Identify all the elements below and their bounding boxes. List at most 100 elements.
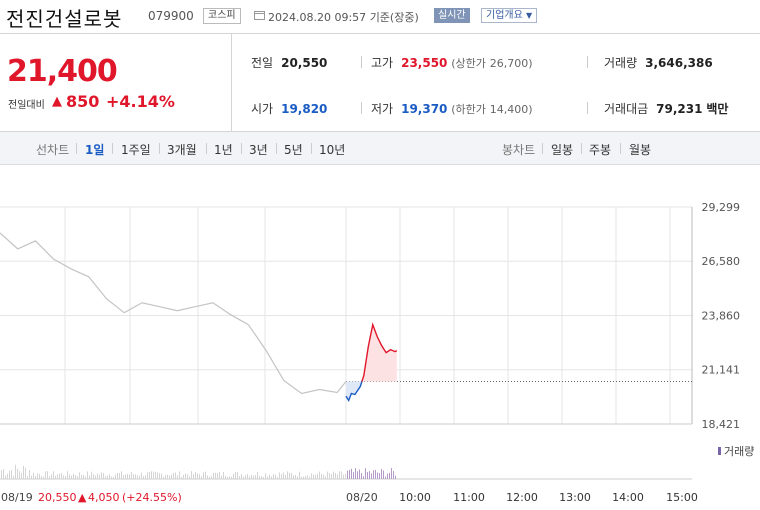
volume-bar xyxy=(337,474,338,479)
period-10y[interactable]: 10년 xyxy=(319,143,346,157)
period-1y[interactable]: 1년 xyxy=(214,143,233,157)
volume-bar xyxy=(225,475,226,479)
period-5y[interactable]: 5년 xyxy=(284,143,303,157)
today-line-down xyxy=(345,381,363,403)
change-percent: +4.14% xyxy=(106,92,175,111)
volume-bar xyxy=(101,472,102,479)
volume-bar xyxy=(45,471,46,479)
volume-bar xyxy=(387,473,388,479)
volume-bar xyxy=(199,474,200,479)
volume-bar xyxy=(315,474,316,479)
volume-bar xyxy=(1,470,2,479)
period-3y[interactable]: 3년 xyxy=(249,143,268,157)
volume-bar xyxy=(61,472,62,479)
volume-bar xyxy=(171,474,172,479)
volume-bar xyxy=(79,472,80,479)
volume-bar xyxy=(355,468,356,479)
trade-amount: 거래대금 79,231 백만 xyxy=(604,102,729,116)
volume-bar xyxy=(393,471,394,479)
volume-bar xyxy=(87,471,88,479)
volume-bar xyxy=(251,474,252,479)
x-tick-label: 10:00 xyxy=(399,491,431,504)
volume-bar xyxy=(365,468,366,479)
volume-bar xyxy=(395,475,396,479)
volume-bar xyxy=(145,475,146,479)
divider xyxy=(159,143,160,154)
volume-bar xyxy=(213,472,214,479)
volume-bar xyxy=(257,472,258,479)
volume-bar xyxy=(141,472,142,479)
y-tick-label: 29,299 xyxy=(702,201,741,214)
volume-bar xyxy=(41,475,42,479)
volume-bar xyxy=(311,473,312,479)
period-1w[interactable]: 1주일 xyxy=(121,143,151,157)
volume-bar xyxy=(333,471,334,479)
volume-bar xyxy=(175,472,176,479)
volume-bar xyxy=(165,475,166,479)
volume-bar xyxy=(53,471,54,479)
volume-bar xyxy=(177,475,178,479)
volume-bar xyxy=(85,476,86,479)
volume-bar xyxy=(47,471,48,479)
volume-bar xyxy=(19,471,20,479)
prev-close: 전일 20,550 xyxy=(251,56,328,70)
current-price: 21,400 xyxy=(7,54,118,89)
today-down-area xyxy=(346,381,397,401)
volume-bar xyxy=(173,472,174,479)
volume-bar xyxy=(13,475,14,479)
volume-bar xyxy=(297,476,298,479)
divider xyxy=(76,143,77,154)
divider xyxy=(361,56,362,68)
volume-bar xyxy=(97,473,98,479)
volume-bar xyxy=(271,476,272,479)
volume-bar xyxy=(203,472,204,479)
realtime-button[interactable]: 실시간 xyxy=(434,8,470,23)
volume-bar xyxy=(205,471,206,479)
volume-bar xyxy=(381,469,382,479)
volume-bar xyxy=(359,469,360,479)
day-low: 저가 19,370 (하한가 14,400) xyxy=(371,102,533,116)
volume-bar xyxy=(259,476,260,479)
volume-bar xyxy=(305,475,306,479)
volume-bar xyxy=(267,476,268,479)
volume-bar xyxy=(29,470,30,479)
volume-bar xyxy=(361,473,362,479)
volume-bar xyxy=(111,476,112,479)
x-tick-label: 11:00 xyxy=(453,491,485,504)
period-daily[interactable]: 일봉 xyxy=(551,143,574,157)
volume-bar xyxy=(143,476,144,479)
period-monthly[interactable]: 월봉 xyxy=(629,143,652,157)
volume-bar xyxy=(285,474,286,479)
period-1d[interactable]: 1일 xyxy=(85,143,105,157)
market-badge: 코스피 xyxy=(203,8,241,24)
volume-bar xyxy=(319,471,320,479)
period-bar: 선차트 1일 1주일 3개월 1년 3년 5년 10년 봉차트 일봉 주봉 월봉 xyxy=(0,132,760,165)
volume-bar xyxy=(27,475,28,479)
volume-bar xyxy=(91,471,92,479)
volume-bar xyxy=(5,475,6,479)
volume-bar xyxy=(63,475,64,479)
volume-bar xyxy=(117,472,118,479)
x-tick-label: 14:00 xyxy=(612,491,644,504)
volume-bar xyxy=(249,476,250,479)
company-info-dropdown[interactable]: 기업개요 ▼ xyxy=(481,8,538,23)
volume-bar xyxy=(301,476,302,479)
volume-bar xyxy=(133,474,134,479)
volume-bar xyxy=(75,475,76,479)
volume-bar xyxy=(299,471,300,479)
volume-bar xyxy=(325,476,326,479)
volume-bar xyxy=(239,476,240,479)
calendar-icon xyxy=(254,11,265,20)
volume-bar xyxy=(221,475,222,479)
period-weekly[interactable]: 주봉 xyxy=(589,143,612,157)
footer-prev-close: 20,550 xyxy=(38,491,77,504)
period-3m[interactable]: 3개월 xyxy=(167,143,197,157)
up-triangle-icon: ▲ xyxy=(78,491,87,504)
volume-bar xyxy=(31,475,32,479)
volume-bar xyxy=(343,474,344,479)
volume-bar xyxy=(67,471,68,479)
volume-bar xyxy=(9,470,10,479)
volume-bar xyxy=(389,472,390,479)
divider xyxy=(241,143,242,154)
volume-bar xyxy=(289,472,290,479)
